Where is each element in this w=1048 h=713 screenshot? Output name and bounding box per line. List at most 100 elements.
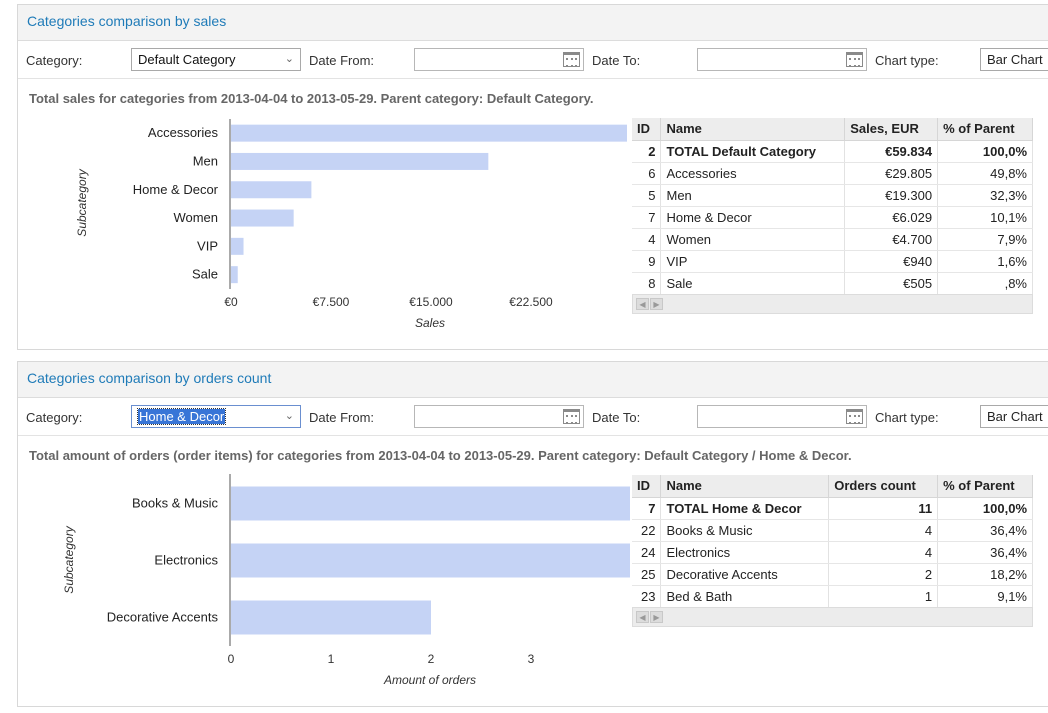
date-from-input[interactable] — [414, 405, 584, 428]
date-to-input[interactable] — [697, 48, 867, 71]
table-scrollbar[interactable]: ◀ ▶ — [632, 294, 1033, 314]
bar-sale[interactable] — [231, 266, 238, 284]
cell-id: 22 — [632, 519, 662, 542]
table-row[interactable]: 8 Sale €505 ,8% — [632, 272, 1033, 295]
calendar-icon[interactable] — [846, 409, 863, 424]
cell-pct: 100,0% — [937, 497, 1033, 520]
cell-id: 7 — [632, 206, 662, 229]
scroll-right-icon[interactable]: ▶ — [650, 611, 663, 623]
cell-id: 24 — [632, 541, 662, 564]
category-select-value: Home & Decor — [136, 408, 227, 425]
bar-women[interactable] — [231, 209, 294, 227]
bar-vip[interactable] — [231, 237, 244, 255]
cell-name: Home & Decor — [660, 206, 846, 229]
col-header-pct[interactable]: % of Parent — [937, 118, 1033, 141]
col-header-id[interactable]: ID — [632, 475, 662, 498]
bar-electronics[interactable] — [231, 543, 630, 578]
cell-id: 25 — [632, 563, 662, 586]
table-header-row: ID Name Orders count % of Parent — [632, 475, 1033, 498]
bar-home-decor[interactable] — [231, 181, 312, 199]
cell-pct: 7,9% — [937, 228, 1033, 251]
sales-comparison-panel: Categories comparison by sales Category:… — [17, 4, 1048, 350]
cell-id: 6 — [632, 162, 662, 185]
category-tick-label: VIP — [197, 238, 218, 253]
table-header-row: ID Name Sales, EUR % of Parent — [632, 118, 1033, 141]
table-row[interactable]: 9 VIP €940 1,6% — [632, 250, 1033, 273]
table-row[interactable]: 6 Accessories €29.805 49,8% — [632, 162, 1033, 185]
date-to-label: Date To: — [592, 410, 641, 425]
panel-title: Categories comparison by orders count — [27, 370, 272, 386]
category-tick-label: Electronics — [154, 553, 218, 568]
table-row[interactable]: 5 Men €19.300 32,3% — [632, 184, 1033, 207]
scroll-right-icon[interactable]: ▶ — [650, 298, 663, 310]
x-tick-label: €0 — [224, 295, 238, 309]
category-tick-label: Home & Decor — [133, 182, 219, 197]
bar-decorative-accents[interactable] — [231, 600, 431, 635]
calendar-icon[interactable] — [846, 52, 863, 67]
category-tick-label: Accessories — [148, 125, 219, 140]
cell-value: 2 — [828, 563, 939, 586]
cell-value: €29.805 — [844, 162, 939, 185]
table-row[interactable]: 24 Electronics 4 36,4% — [632, 541, 1033, 564]
col-header-orders[interactable]: Orders count — [828, 475, 939, 498]
calendar-icon[interactable] — [563, 52, 580, 67]
x-axis-label: Sales — [415, 316, 445, 330]
cell-value: €19.300 — [844, 184, 939, 207]
cell-value: 11 — [828, 497, 939, 520]
cell-pct: 9,1% — [937, 585, 1033, 608]
y-axis-label: Subcategory — [75, 168, 89, 236]
cell-id: 9 — [632, 250, 662, 273]
bar-books-music[interactable] — [231, 486, 630, 521]
table-scrollbar[interactable]: ◀ ▶ — [632, 607, 1033, 627]
table-row[interactable]: 4 Women €4.700 7,9% — [632, 228, 1033, 251]
cell-value: 1 — [828, 585, 939, 608]
chart-subtitle: Total sales for categories from 2013-04-… — [29, 91, 594, 106]
table-row[interactable]: 7 Home & Decor €6.029 10,1% — [632, 206, 1033, 229]
scroll-left-icon[interactable]: ◀ — [636, 298, 649, 310]
bar-accessories[interactable] — [231, 124, 627, 142]
scroll-left-icon[interactable]: ◀ — [636, 611, 649, 623]
cell-name: Accessories — [660, 162, 846, 185]
category-select-value: Default Category — [138, 52, 236, 67]
chart-type-select[interactable]: Bar Chart — [980, 48, 1048, 71]
col-header-pct[interactable]: % of Parent — [937, 475, 1033, 498]
date-from-input[interactable] — [414, 48, 584, 71]
panel-header: Categories comparison by sales — [18, 5, 1048, 41]
y-axis-label: Subcategory — [62, 525, 76, 593]
col-header-id[interactable]: ID — [632, 118, 662, 141]
cell-name: TOTAL Home & Decor — [660, 497, 830, 520]
col-header-name[interactable]: Name — [660, 118, 846, 141]
cell-id: 4 — [632, 228, 662, 251]
calendar-icon[interactable] — [563, 409, 580, 424]
panel-header: Categories comparison by orders count — [18, 362, 1048, 398]
cell-pct: ,8% — [937, 272, 1033, 295]
cell-pct: 18,2% — [937, 563, 1033, 586]
chart-type-value: Bar Chart — [987, 409, 1043, 424]
category-tick-label: Sale — [192, 267, 218, 282]
filter-toolbar: Category: Default Category ⌄ Date From: … — [18, 41, 1048, 79]
cell-pct: 100,0% — [937, 140, 1033, 163]
cell-name: Books & Music — [660, 519, 830, 542]
chevron-down-icon: ⌄ — [284, 410, 294, 422]
col-header-name[interactable]: Name — [660, 475, 830, 498]
date-to-input[interactable] — [697, 405, 867, 428]
chart-type-select[interactable]: Bar Chart — [980, 405, 1048, 428]
bar-men[interactable] — [231, 152, 489, 170]
sales-table: ID Name Sales, EUR % of Parent 2 TOTAL D… — [632, 118, 1033, 295]
col-header-sales[interactable]: Sales, EUR — [844, 118, 939, 141]
category-tick-label: Men — [193, 153, 218, 168]
orders-table: ID Name Orders count % of Parent 7 TOTAL… — [632, 475, 1033, 608]
category-select[interactable]: Home & Decor ⌄ — [131, 405, 301, 428]
table-row[interactable]: 7 TOTAL Home & Decor 11 100,0% — [632, 497, 1033, 520]
table-row[interactable]: 25 Decorative Accents 2 18,2% — [632, 563, 1033, 586]
cell-value: €505 — [844, 272, 939, 295]
table-row[interactable]: 22 Books & Music 4 36,4% — [632, 519, 1033, 542]
cell-value: 4 — [828, 541, 939, 564]
table-row[interactable]: 23 Bed & Bath 1 9,1% — [632, 585, 1033, 608]
chart-type-label: Chart type: — [875, 410, 939, 425]
table-row[interactable]: 2 TOTAL Default Category €59.834 100,0% — [632, 140, 1033, 163]
category-select[interactable]: Default Category ⌄ — [131, 48, 301, 71]
cell-name: TOTAL Default Category — [660, 140, 846, 163]
cell-pct: 10,1% — [937, 206, 1033, 229]
x-tick-label: 1 — [328, 652, 335, 666]
